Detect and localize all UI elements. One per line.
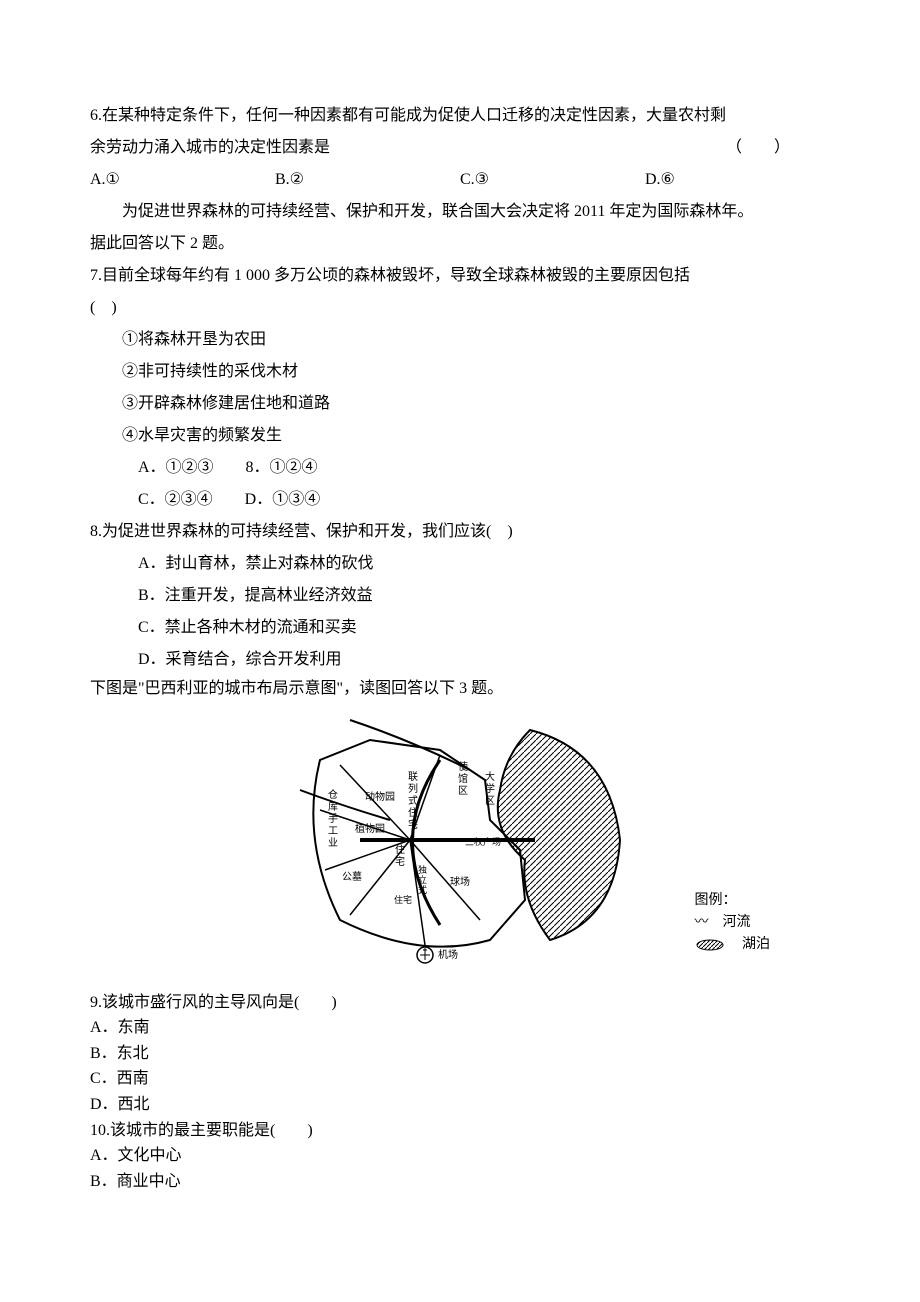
svg-text:宅: 宅 xyxy=(395,855,405,868)
q7-opt4: ④水旱灾害的频繁发生 xyxy=(90,420,830,452)
legend-river: 〰 河流 xyxy=(695,912,771,934)
q6-choice-b: B.② xyxy=(275,164,460,196)
svg-text:独: 独 xyxy=(418,864,427,875)
svg-text:植物园: 植物园 xyxy=(355,822,385,835)
map-legend: 图例： 〰 河流 湖泊 xyxy=(695,890,771,957)
svg-text:工: 工 xyxy=(328,826,338,837)
svg-text:住宅: 住宅 xyxy=(394,894,412,905)
svg-text:宅: 宅 xyxy=(408,818,418,831)
q7-line1: 7.目前全球每年约有 1 000 多万公顷的森林被毁坏，导致全球森林被毁的主要原… xyxy=(90,260,830,292)
q7-row1: A．①②③ 8．①②④ xyxy=(90,452,830,484)
svg-text:库: 库 xyxy=(328,800,338,813)
q6-line2-paren: （ ） xyxy=(726,132,830,164)
svg-text:立: 立 xyxy=(418,874,427,885)
q9-choice-c: C．西南 xyxy=(90,1066,830,1092)
q6-choice-c: C.③ xyxy=(460,164,645,196)
q9-stem: 9.该城市盛行风的主导风向是( ) xyxy=(90,990,830,1016)
svg-text:大: 大 xyxy=(485,770,495,783)
q8-choice-d: D．采育结合，综合开发利用 xyxy=(90,644,830,676)
q8-choice-a: A．封山育林，禁止对森林的砍伐 xyxy=(90,548,830,580)
svg-text:三权广场: 三权广场 xyxy=(465,836,501,847)
svg-text:球场: 球场 xyxy=(450,875,470,888)
q9-choice-d: D．西北 xyxy=(90,1092,830,1118)
svg-text:仓: 仓 xyxy=(328,788,338,801)
q8-choice-c: C．禁止各种木材的流通和买卖 xyxy=(90,612,830,644)
intro78-line2: 据此回答以下 2 题。 xyxy=(90,228,830,260)
map-svg: 仓 库 手 工 业 动物园 植物园 公墓 联 列 式 住 宅 住 宅 独 立 式… xyxy=(290,710,630,970)
svg-text:区: 区 xyxy=(485,795,495,807)
svg-text:使: 使 xyxy=(458,760,468,773)
svg-text:式: 式 xyxy=(418,884,427,895)
q6-line1: 6.在某种特定条件下，任何一种因素都有可能成为促使人口迁移的决定性因素，大量农村… xyxy=(90,100,830,132)
svg-text:区: 区 xyxy=(458,785,468,797)
legend-title: 图例： xyxy=(695,890,771,912)
q6-line2-text: 余劳动力涌入城市的决定性因素是 xyxy=(90,132,330,164)
q8-stem: 8.为促进世界森林的可持续经营、保护和开发，我们应该( ) xyxy=(90,516,830,548)
q10-choice-a: A．文化中心 xyxy=(90,1143,830,1169)
q7-row2: C．②③④ D．①③④ xyxy=(90,484,830,516)
q6-choice-d: D.⑥ xyxy=(645,164,830,196)
svg-text:机场: 机场 xyxy=(438,948,458,961)
legend-lake: 湖泊 xyxy=(695,934,771,956)
map-figure: 仓 库 手 工 业 动物园 植物园 公墓 联 列 式 住 宅 住 宅 独 立 式… xyxy=(90,710,830,982)
q9-choice-b: B．东北 xyxy=(90,1041,830,1067)
q7-opt3: ③开辟森林修建居住地和道路 xyxy=(90,388,830,420)
q9-choice-a: A．东南 xyxy=(90,1015,830,1041)
svg-text:联: 联 xyxy=(408,771,418,783)
svg-text:学: 学 xyxy=(485,782,495,795)
q10-choice-b: B．商业中心 xyxy=(90,1169,830,1195)
svg-text:住: 住 xyxy=(395,843,405,856)
svg-text:手: 手 xyxy=(328,812,338,825)
q6-choice-a: A.① xyxy=(90,164,275,196)
svg-text:住: 住 xyxy=(408,806,418,819)
svg-text:业: 业 xyxy=(328,837,338,849)
fig-intro: 下图是"巴西利亚的城市布局示意图"，读图回答以下 3 题。 xyxy=(90,676,830,702)
svg-text:动物园: 动物园 xyxy=(365,790,395,803)
svg-text:式: 式 xyxy=(408,794,418,807)
svg-text:列: 列 xyxy=(408,782,418,795)
q8-choice-b: B．注重开发，提高林业经济效益 xyxy=(90,580,830,612)
q7-opt1: ①将森林开垦为农田 xyxy=(90,324,830,356)
q6-choices: A.① B.② C.③ D.⑥ xyxy=(90,164,830,196)
svg-text:公墓: 公墓 xyxy=(342,870,362,883)
q10-stem: 10.该城市的最主要职能是( ) xyxy=(90,1118,830,1144)
q6-line2: 余劳动力涌入城市的决定性因素是 （ ） xyxy=(90,132,830,164)
q7-line2: ( ) xyxy=(90,292,830,324)
intro78-line1: 为促进世界森林的可持续经营、保护和开发，联合国大会决定将 2011 年定为国际森… xyxy=(90,196,830,228)
legend-lake-text: 湖泊 xyxy=(728,937,770,952)
svg-text:馆: 馆 xyxy=(458,772,468,785)
q7-opt2: ②非可持续性的采伐木材 xyxy=(90,356,830,388)
